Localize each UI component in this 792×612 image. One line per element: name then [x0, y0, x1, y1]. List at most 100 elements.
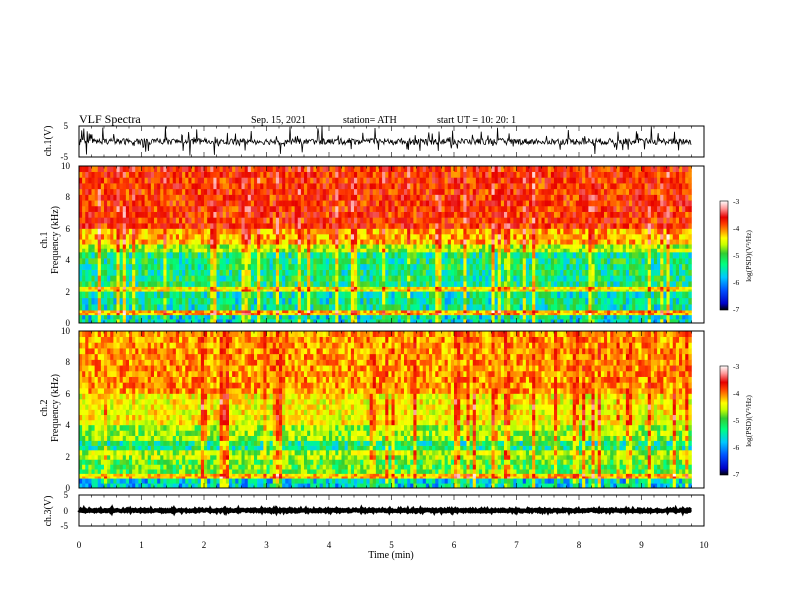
ch1-spectrogram-cell	[141, 312, 145, 316]
ch1-spectrogram-cell	[429, 211, 433, 218]
ch1-spectrogram-cell	[250, 275, 255, 282]
ch1-spectrogram-cell	[369, 252, 374, 259]
ch1-spectrogram-cell	[504, 211, 508, 218]
ch1-spectrogram-cell	[422, 281, 427, 288]
ch1-spectrogram-cell	[269, 248, 274, 253]
ch1-spectrogram-cell	[544, 258, 549, 265]
ch1-spectrogram-cell	[407, 223, 411, 230]
ch1-spectrogram-cell	[238, 263, 242, 270]
ch1-spectrogram-cell	[266, 239, 270, 245]
ch1-spectrogram-cell	[425, 177, 430, 184]
ch1-spectrogram-cell	[279, 223, 283, 230]
ch1-spectrogram-cell	[554, 312, 558, 316]
ch1-spectrogram-cell	[413, 310, 417, 314]
ch1-spectrogram-cell	[300, 312, 305, 316]
ch1-spectrogram-cell	[94, 217, 99, 224]
ch1-spectrogram-cell	[119, 234, 124, 240]
ch1-spectrogram-cell	[279, 211, 283, 218]
ch1-spectrogram-cell	[144, 194, 149, 201]
ch1-spectrogram-cell	[79, 269, 83, 276]
ch1-spectrogram-cell	[435, 194, 439, 201]
ch1-spectrogram-cell	[413, 263, 417, 270]
ch1-spectrogram-cell	[185, 244, 189, 249]
ch1-spectrogram-cell	[160, 248, 164, 253]
ch1-spectrogram-cell	[344, 286, 349, 290]
ch1-spectrogram-cell	[463, 269, 467, 276]
ch1-spectrogram-cell	[350, 286, 355, 290]
ch1-spectrogram-cell	[344, 244, 349, 249]
ch1-spectrogram-cell	[444, 291, 449, 299]
ch1-spectrogram-cell	[560, 177, 564, 184]
ch1-spectrogram-cell	[119, 297, 124, 305]
ch1-spectrogram-cell	[354, 310, 358, 314]
ch1-spectrogram-cell	[282, 200, 286, 207]
ch1-spectrogram-cell	[532, 275, 536, 282]
ch1-spectrogram-cell	[357, 194, 361, 201]
ch1-spectrogram-cell	[150, 183, 155, 190]
ch1-spectrogram-cell	[382, 319, 386, 324]
ch1-spectrogram-cell	[82, 188, 86, 195]
ch1-spectrogram-cell	[510, 223, 514, 230]
ch1-spectrogram-cell	[272, 252, 277, 259]
ch1-spectrogram-cell	[360, 183, 364, 190]
ch1-spectrogram-cell	[163, 194, 167, 201]
ch1-spectrogram-cell	[294, 263, 299, 270]
ch1-spectrogram-cell	[144, 319, 149, 324]
ch1-spectrogram-cell	[319, 252, 324, 259]
ch1-spectrogram-cell	[510, 244, 514, 249]
ch1-spectrogram-cell	[300, 177, 305, 184]
ch1-spectrogram-cell	[454, 289, 458, 292]
ch1-spectrogram-cell	[500, 177, 505, 184]
ch1-spectrogram-cell	[532, 281, 536, 288]
ch1-spectrogram-cell	[316, 166, 320, 173]
ch1-spectrogram-cell	[185, 269, 189, 276]
ch1-spectrogram-cell	[282, 304, 286, 311]
ch1-spectrogram-cell	[210, 166, 214, 173]
ch1-spectrogram-cell	[207, 183, 211, 190]
ch1-spectrogram-cell	[279, 228, 283, 235]
ch1-spectrogram-cell	[216, 315, 220, 320]
ch1-spectrogram-cell	[222, 275, 227, 282]
ch1-spectrogram-cell	[279, 297, 283, 305]
ch1-spectrogram-cell	[344, 188, 349, 195]
ch1-spectrogram-cell	[188, 244, 192, 249]
ch1-spectrogram-cell	[119, 200, 124, 207]
ch1-spectrogram-cell	[110, 281, 114, 288]
ch1-spectrogram-cell	[457, 228, 461, 235]
ch1-spectrogram-cell	[466, 289, 470, 292]
ch1-spectrogram-cell	[425, 171, 430, 178]
ch1-spectrogram-cell	[260, 258, 264, 265]
ch1-spectrogram-cell	[235, 319, 239, 324]
ch1-spectrogram-cell	[166, 275, 170, 282]
ch1-spectrogram-cell	[288, 223, 292, 230]
ch1-spectrogram-cell	[191, 211, 195, 218]
ch1-spectrogram-cell	[257, 244, 261, 249]
ch1-spectrogram-cell	[504, 289, 508, 292]
ch1-spectrogram-cell	[272, 310, 277, 314]
ch1-spectrogram-cell	[110, 269, 114, 276]
ch1-spectrogram-cell	[288, 248, 292, 253]
ch1-spectrogram-cell	[394, 258, 399, 265]
ch1-spectrogram-cell	[166, 310, 170, 314]
ch1-spectrogram-cell	[300, 211, 305, 218]
ch1-spectrogram-cell	[285, 258, 289, 265]
ch1-spectrogram-cell	[207, 297, 211, 305]
ch1-spectrogram-cell	[88, 205, 92, 212]
ch1-spectrogram-cell	[432, 244, 436, 249]
ch1-spectrogram-cell	[429, 194, 433, 201]
ch1-spectrogram-cell	[238, 304, 242, 311]
ch1-spectrogram-cell	[463, 228, 467, 235]
ch1-spectrogram-cell	[516, 188, 520, 195]
ch1-spectrogram-cell	[210, 291, 214, 299]
ch1-spectrogram-cell	[88, 223, 92, 230]
ch1-spectrogram-cell	[450, 248, 455, 253]
ch1-spectrogram-cell	[179, 269, 183, 276]
ch1-spectrogram-cell	[285, 200, 289, 207]
ch1-spectrogram-cell	[275, 291, 280, 299]
ch1-spectrogram-cell	[294, 244, 299, 249]
ch1-spectrogram-cell	[510, 312, 514, 316]
ch1-spectrogram-cell	[241, 304, 245, 311]
ch1-spectrogram-cell	[79, 315, 83, 320]
ch1-spectrogram-cell	[119, 263, 124, 270]
ch1-spectrogram-cell	[485, 244, 489, 249]
